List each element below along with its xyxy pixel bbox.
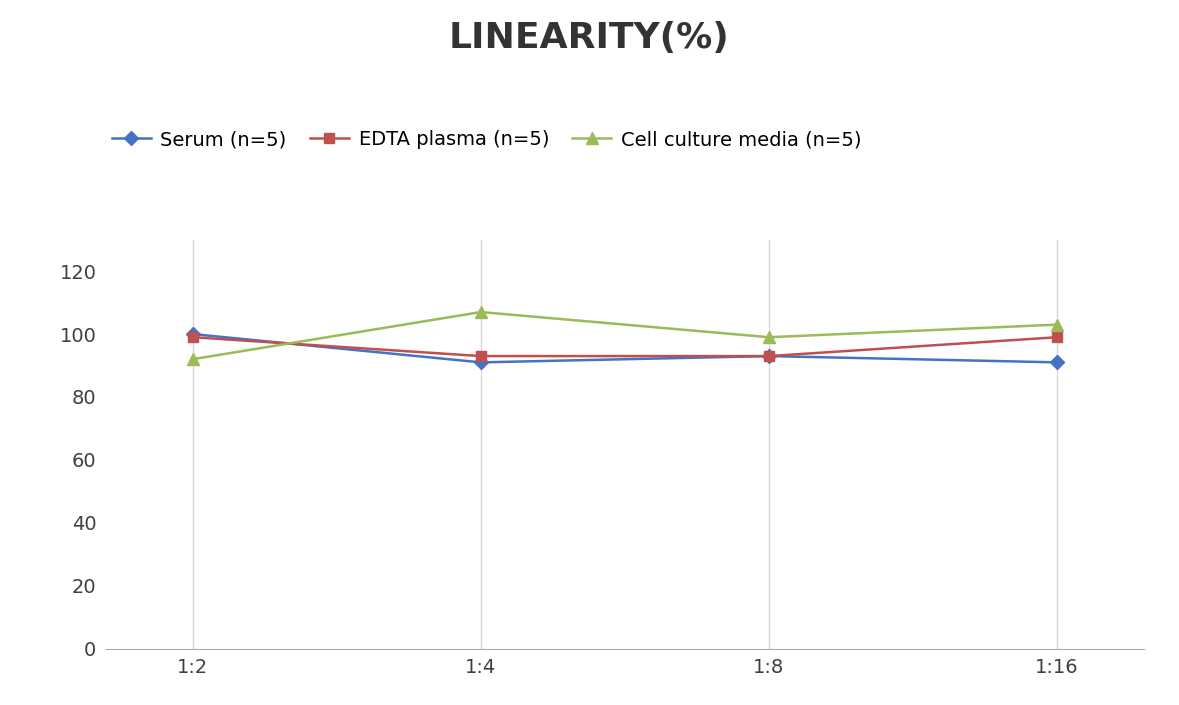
Legend: Serum (n=5), EDTA plasma (n=5), Cell culture media (n=5): Serum (n=5), EDTA plasma (n=5), Cell cul…: [104, 123, 869, 157]
Cell culture media (n=5): [474, 308, 488, 317]
Line: Serum (n=5): Serum (n=5): [187, 329, 1062, 367]
EDTA plasma (n=5): [185, 333, 199, 341]
Line: EDTA plasma (n=5): EDTA plasma (n=5): [187, 332, 1062, 361]
Text: LINEARITY(%): LINEARITY(%): [449, 21, 730, 55]
EDTA plasma (n=5): [762, 352, 776, 360]
Line: Cell culture media (n=5): Cell culture media (n=5): [187, 307, 1062, 364]
Cell culture media (n=5): [762, 333, 776, 341]
Serum (n=5): [762, 352, 776, 360]
EDTA plasma (n=5): [1050, 333, 1065, 341]
EDTA plasma (n=5): [474, 352, 488, 360]
Serum (n=5): [474, 358, 488, 367]
Serum (n=5): [185, 330, 199, 338]
Serum (n=5): [1050, 358, 1065, 367]
Cell culture media (n=5): [185, 355, 199, 364]
Cell culture media (n=5): [1050, 320, 1065, 329]
